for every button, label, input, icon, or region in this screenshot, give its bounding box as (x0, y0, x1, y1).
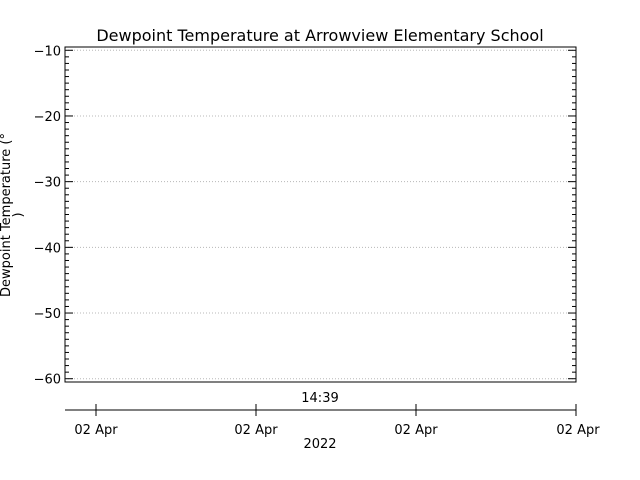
y-tick-label: −50 (34, 307, 61, 322)
y-ticks (65, 49, 576, 380)
x-year-label: 2022 (303, 437, 336, 452)
y-tick-label: −40 (34, 241, 61, 256)
y-tick-label: −30 (34, 176, 61, 191)
x-axis: 02 Apr 02 Apr 02 Apr 02 Apr 2022 (65, 404, 600, 452)
y-axis-label-line1: Dewpoint Temperature (° (0, 133, 14, 297)
y-tick-labels: −10 −20 −30 −40 −50 −60 (34, 44, 61, 387)
y-tick-label: −60 (34, 373, 61, 388)
x-tick-label: 02 Apr (74, 423, 118, 438)
y-axis-label-line2: ) (11, 212, 26, 217)
chart-title: Dewpoint Temperature at Arrowview Elemen… (96, 26, 543, 45)
x-tick-labels: 02 Apr 02 Apr 02 Apr 02 Apr (74, 423, 600, 438)
x-ticks (95, 404, 577, 416)
grid-lines (65, 49, 576, 380)
x-tick-label: 02 Apr (394, 423, 438, 438)
y-tick-label: −10 (34, 44, 61, 59)
plot-frame (64, 46, 577, 383)
y-tick-label: −20 (34, 110, 61, 125)
time-label: 14:39 (301, 391, 338, 406)
x-tick-label: 02 Apr (234, 423, 278, 438)
x-tick-label: 02 Apr (556, 423, 600, 438)
y-axis-label: Dewpoint Temperature (° ) (0, 133, 26, 297)
